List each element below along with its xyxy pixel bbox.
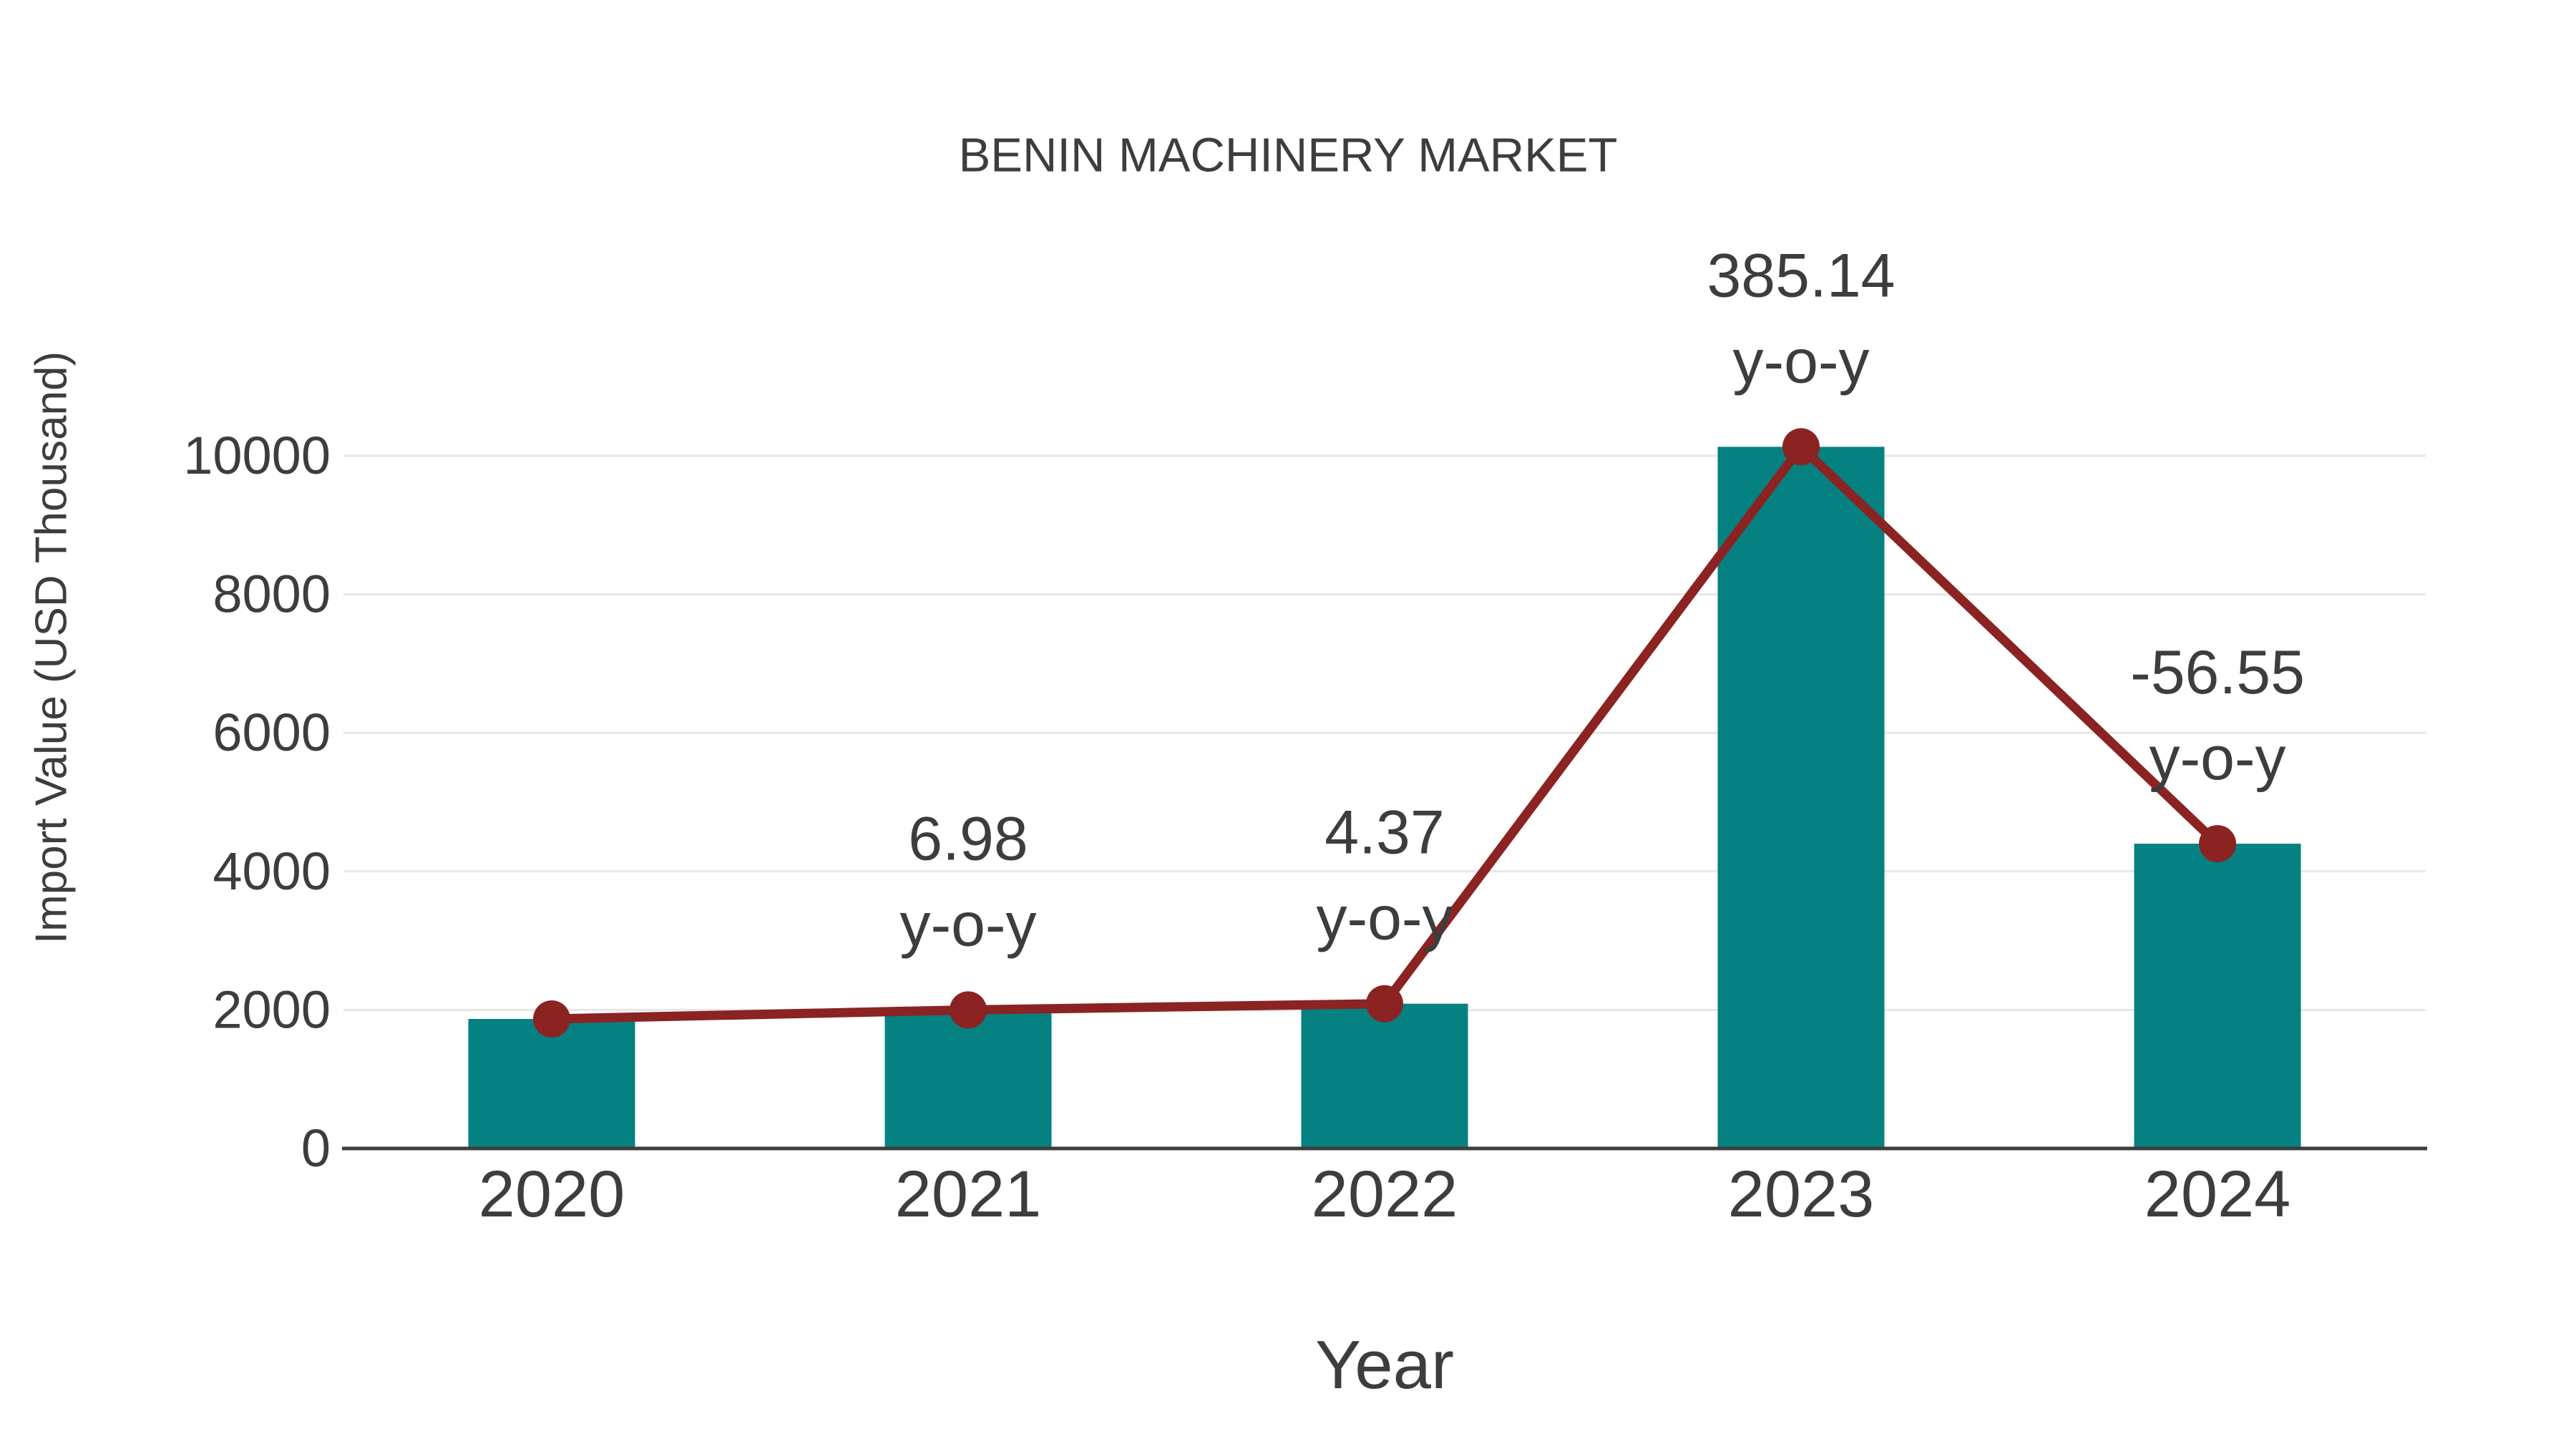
trend-marker-2023 bbox=[1782, 428, 1820, 466]
x-axis-title: Year bbox=[1315, 1327, 1454, 1403]
trend-marker-2021 bbox=[950, 991, 987, 1029]
y-tick-label: 8000 bbox=[213, 565, 331, 624]
bar-2024 bbox=[2134, 844, 2301, 1148]
annotation-value-2024: -56.55 bbox=[2130, 638, 2305, 707]
y-tick-label: 2000 bbox=[213, 980, 331, 1039]
annotation-value-2022: 4.37 bbox=[1324, 799, 1444, 867]
x-tick-label-2020: 2020 bbox=[479, 1158, 625, 1231]
annotation-suffix-2022: y-o-y bbox=[1316, 884, 1453, 953]
bar-2021 bbox=[884, 1010, 1052, 1148]
trend-marker-2020 bbox=[533, 1000, 570, 1038]
y-tick-label: 6000 bbox=[213, 703, 331, 762]
trend-marker-2022 bbox=[1366, 985, 1403, 1023]
x-tick-label-2021: 2021 bbox=[895, 1158, 1042, 1231]
x-tick-label-2022: 2022 bbox=[1312, 1158, 1458, 1231]
annotation-value-2023: 385.14 bbox=[1707, 241, 1895, 310]
annotation-suffix-2023: y-o-y bbox=[1732, 327, 1869, 396]
x-tick-label-2024: 2024 bbox=[2145, 1158, 2291, 1231]
y-tick-label: 10000 bbox=[183, 426, 331, 485]
annotation-value-2021: 6.98 bbox=[908, 804, 1028, 873]
bar-2020 bbox=[468, 1018, 635, 1148]
x-tick-label-2023: 2023 bbox=[1728, 1158, 1875, 1231]
annotation-suffix-2024: y-o-y bbox=[2149, 724, 2285, 793]
bar-2022 bbox=[1301, 1003, 1468, 1148]
bar-2023 bbox=[1717, 447, 1885, 1148]
y-axis-title: Import Value (USD Thousand) bbox=[26, 351, 77, 945]
y-tick-label: 4000 bbox=[213, 841, 331, 901]
annotation-suffix-2021: y-o-y bbox=[899, 890, 1036, 959]
trend-marker-2024 bbox=[2199, 825, 2236, 863]
chart-title: BENIN MACHINERY MARKET bbox=[958, 128, 1618, 182]
y-tick-label: 0 bbox=[301, 1118, 331, 1178]
